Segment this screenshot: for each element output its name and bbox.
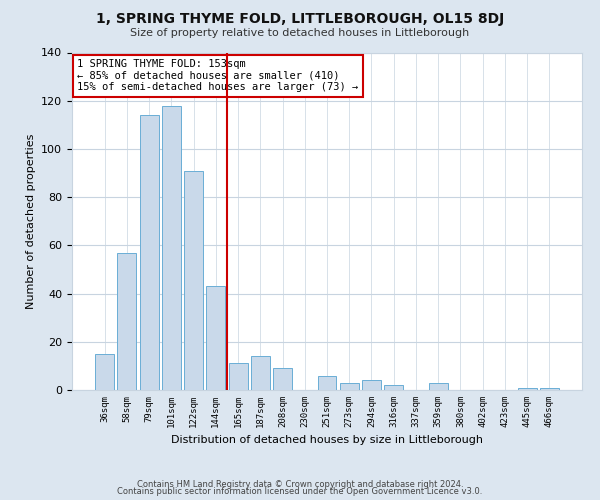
- Bar: [384, 385, 403, 390]
- Bar: [429, 383, 448, 390]
- Bar: [540, 388, 559, 390]
- Text: 1 SPRING THYME FOLD: 153sqm
← 85% of detached houses are smaller (410)
15% of se: 1 SPRING THYME FOLD: 153sqm ← 85% of det…: [77, 59, 358, 92]
- Bar: [95, 354, 114, 390]
- Bar: [184, 170, 203, 390]
- Bar: [340, 383, 359, 390]
- Bar: [229, 364, 248, 390]
- Y-axis label: Number of detached properties: Number of detached properties: [26, 134, 35, 309]
- Bar: [273, 368, 292, 390]
- Bar: [118, 252, 136, 390]
- Bar: [162, 106, 181, 390]
- Bar: [251, 356, 270, 390]
- Bar: [362, 380, 381, 390]
- Bar: [317, 376, 337, 390]
- Text: Contains HM Land Registry data © Crown copyright and database right 2024.: Contains HM Land Registry data © Crown c…: [137, 480, 463, 489]
- X-axis label: Distribution of detached houses by size in Littleborough: Distribution of detached houses by size …: [171, 436, 483, 446]
- Bar: [206, 286, 225, 390]
- Text: 1, SPRING THYME FOLD, LITTLEBOROUGH, OL15 8DJ: 1, SPRING THYME FOLD, LITTLEBOROUGH, OL1…: [96, 12, 504, 26]
- Text: Contains public sector information licensed under the Open Government Licence v3: Contains public sector information licen…: [118, 487, 482, 496]
- Bar: [518, 388, 536, 390]
- Text: Size of property relative to detached houses in Littleborough: Size of property relative to detached ho…: [130, 28, 470, 38]
- Bar: [140, 115, 158, 390]
